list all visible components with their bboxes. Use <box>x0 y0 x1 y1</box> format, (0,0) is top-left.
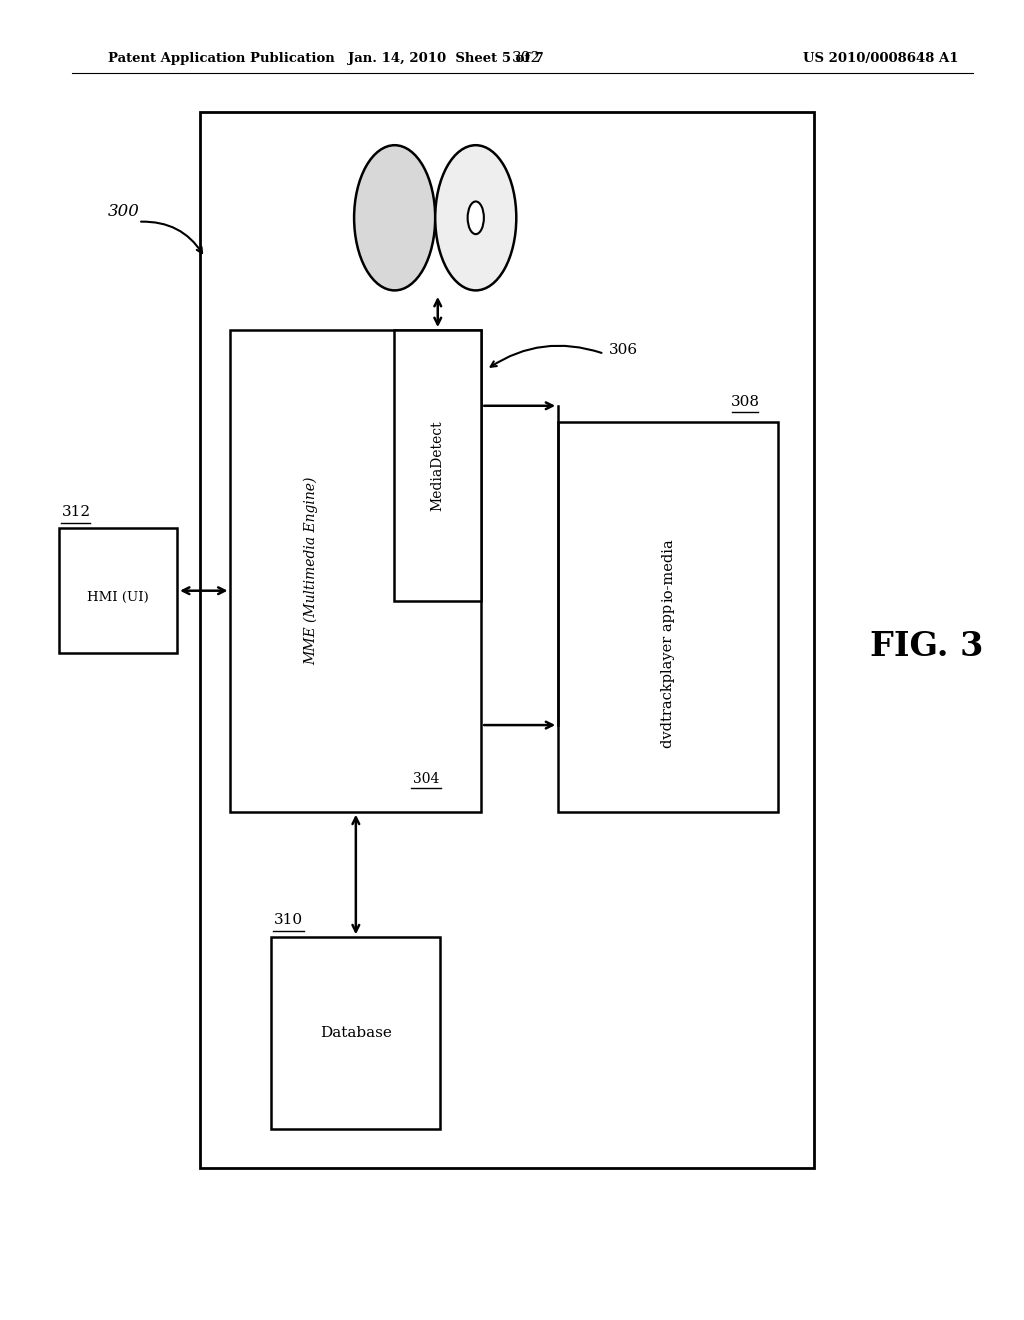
Bar <box>558 422 778 812</box>
Text: US 2010/0008648 A1: US 2010/0008648 A1 <box>803 51 958 65</box>
Text: 302: 302 <box>512 51 541 65</box>
Text: 304: 304 <box>413 772 439 785</box>
Text: 306: 306 <box>609 343 638 356</box>
Text: dvdtrackplayer app: dvdtrackplayer app <box>662 603 675 747</box>
Text: FIG. 3: FIG. 3 <box>870 630 983 663</box>
Bar <box>271 937 440 1129</box>
Text: 310: 310 <box>273 912 302 927</box>
Text: MediaDetect: MediaDetect <box>431 420 444 511</box>
Bar <box>394 330 481 601</box>
Text: Jan. 14, 2010  Sheet 5 of 7: Jan. 14, 2010 Sheet 5 of 7 <box>347 51 544 65</box>
Ellipse shape <box>435 145 516 290</box>
Text: 312: 312 <box>61 504 90 519</box>
Text: MME (Multimedia Engine): MME (Multimedia Engine) <box>303 477 317 665</box>
Bar <box>59 528 177 653</box>
Bar <box>230 330 481 812</box>
Text: 308: 308 <box>731 395 760 409</box>
Text: Database: Database <box>319 1026 392 1040</box>
Text: HMI (UI): HMI (UI) <box>87 590 150 603</box>
Ellipse shape <box>468 202 484 234</box>
Bar <box>200 112 814 1168</box>
Text: 300: 300 <box>108 203 139 219</box>
Ellipse shape <box>354 145 435 290</box>
Text: Patent Application Publication: Patent Application Publication <box>108 51 334 65</box>
Text: io-media: io-media <box>662 539 675 602</box>
